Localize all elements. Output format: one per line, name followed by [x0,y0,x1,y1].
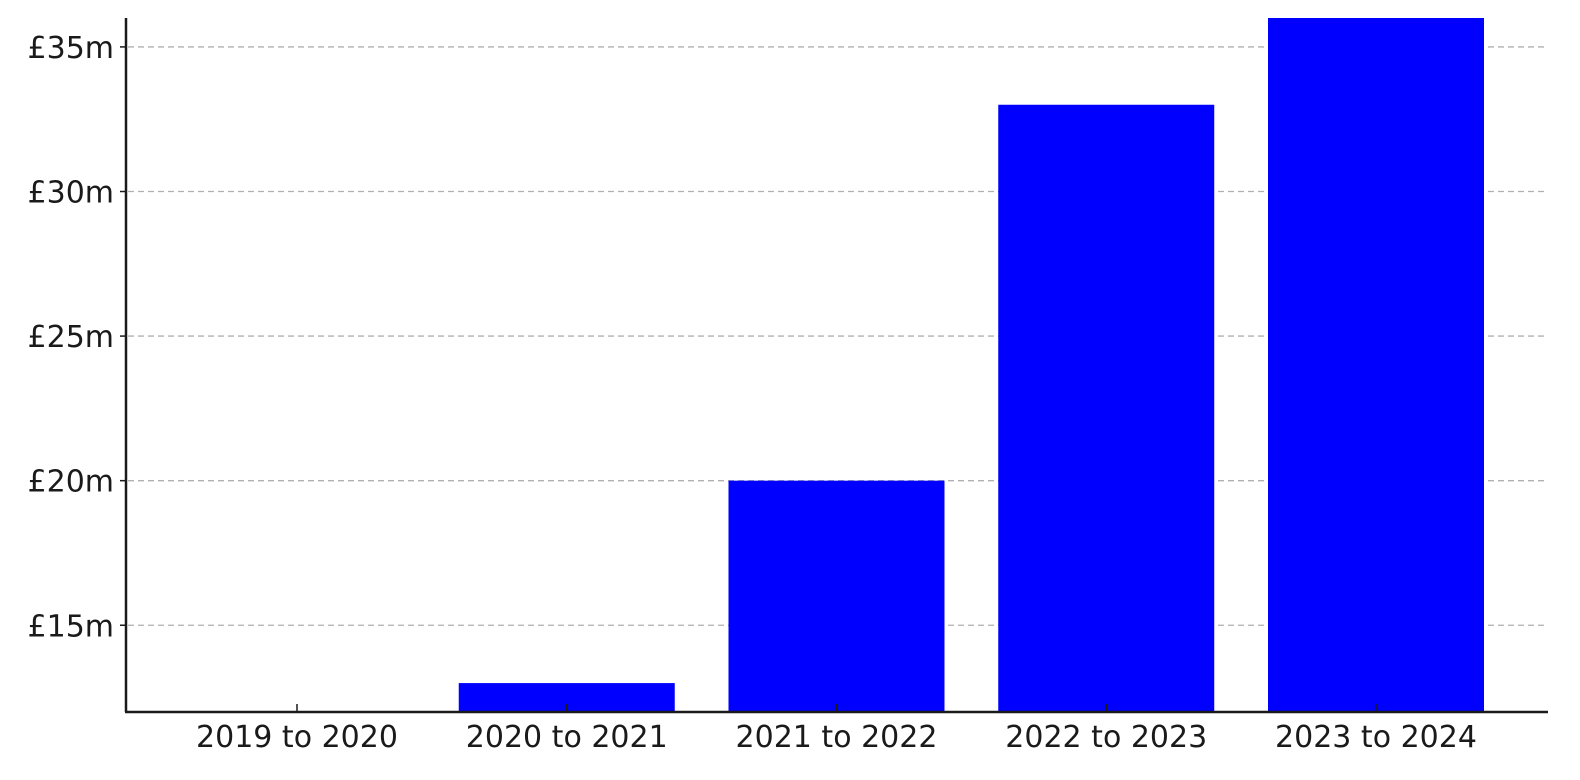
x-tick-label: 2022 to 2023 [1005,720,1207,755]
bar [998,104,1215,712]
y-tick-label: £30m [28,176,114,211]
x-tick-label: 2023 to 2024 [1275,720,1477,755]
bars [458,18,1484,712]
x-tick-label: 2021 to 2022 [736,720,938,755]
y-axis-ticks: £15m £20m £25m £30m £35m [28,31,126,644]
bar [728,480,945,712]
y-tick-label: £35m [28,31,114,66]
x-tick-label: 2020 to 2021 [466,720,668,755]
y-tick-label: £15m [28,609,114,644]
x-axis-ticks: 2019 to 2020 2020 to 2021 2021 to 2022 2022… [196,704,1477,755]
y-tick-label: £20m [28,465,114,500]
bar [1268,18,1484,712]
x-tick-label: 2019 to 2020 [196,720,398,755]
y-tick-label: £25m [28,320,114,355]
